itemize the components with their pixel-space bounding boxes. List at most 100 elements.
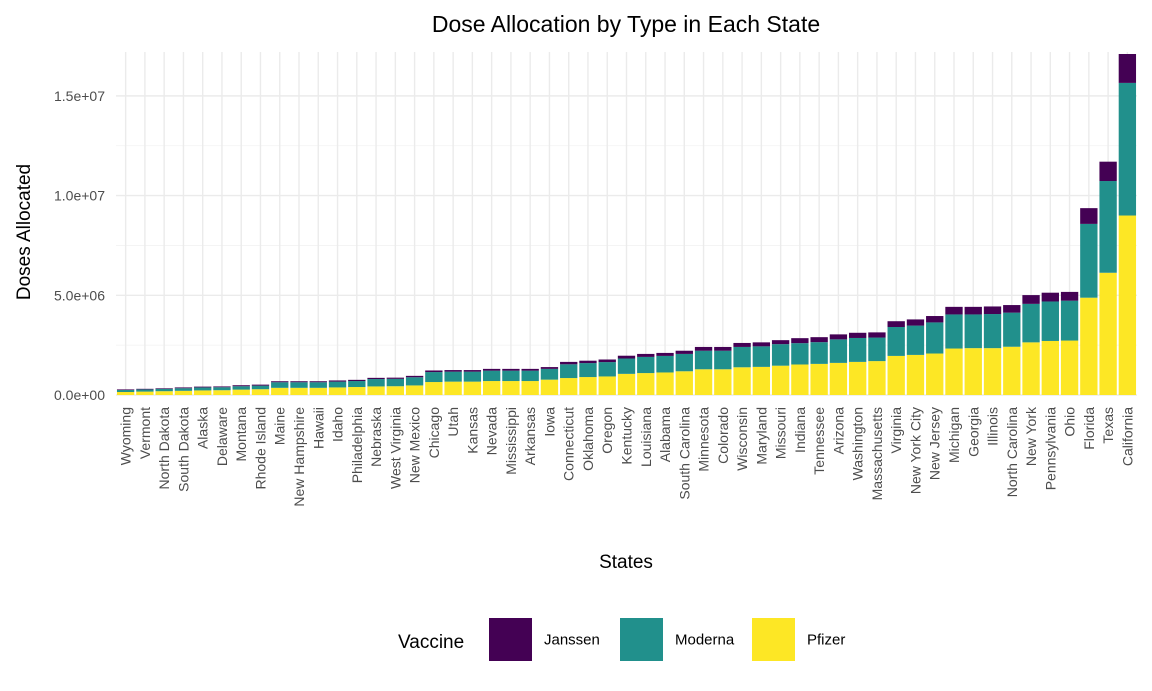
bar-moderna-south-carolina <box>675 353 693 372</box>
bar-janssen-nebraska <box>367 377 385 380</box>
bar-janssen-new-hampshire <box>290 381 308 383</box>
bar-moderna-delaware <box>213 387 231 391</box>
y-tick-label: 1.5e+07 <box>54 88 105 104</box>
x-tick-label: Delaware <box>214 407 230 466</box>
x-tick-label: Wisconsin <box>734 407 750 471</box>
bar-moderna-oregon <box>598 362 616 377</box>
bar-janssen-chicago <box>425 370 443 373</box>
bar-pfizer-chicago <box>425 382 443 395</box>
legend-key-janssen <box>489 618 532 661</box>
bar-moderna-illinois <box>983 314 1002 349</box>
bar-moderna-louisiana <box>637 356 655 374</box>
bar-moderna-texas <box>1099 181 1117 273</box>
bar-moderna-pennsylvania <box>1041 301 1059 341</box>
bar-moderna-kansas <box>463 371 482 382</box>
bar-moderna-rhode-island <box>251 385 270 390</box>
bar-pfizer-nebraska <box>367 386 385 395</box>
bar-janssen-north-carolina <box>1003 305 1021 313</box>
bar-pfizer-pennsylvania <box>1041 340 1059 395</box>
bar-moderna-iowa <box>540 368 559 380</box>
bar-pfizer-south-dakota <box>174 390 193 395</box>
x-tick-label: Vermont <box>137 407 153 459</box>
x-tick-label: West Virginia <box>387 407 403 489</box>
bar-pfizer-illinois <box>983 348 1002 395</box>
bar-janssen-delaware <box>213 386 231 388</box>
bar-janssen-mississippi <box>502 368 520 371</box>
x-tick-label: Illinois <box>985 407 1001 446</box>
bar-pfizer-indiana <box>791 364 809 395</box>
x-tick-label: Minnesota <box>696 407 712 472</box>
legend-key-pfizer <box>752 618 795 661</box>
bar-pfizer-wisconsin <box>733 367 751 395</box>
bar-pfizer-wyoming <box>116 392 135 395</box>
y-axis-title: Doses Allocated <box>14 164 35 300</box>
bar-moderna-wyoming <box>116 390 135 393</box>
bar-janssen-montana <box>232 385 250 387</box>
bar-janssen-alabama <box>656 352 674 356</box>
x-tick-label: New Jersey <box>927 407 943 480</box>
x-axis-title: States <box>599 552 653 573</box>
bar-moderna-virginia <box>887 326 905 356</box>
legend: Vaccine Janssen Moderna Pfizer <box>398 618 845 661</box>
x-tick-label: Oklahoma <box>580 407 596 471</box>
x-tick-label: Florida <box>1081 407 1097 450</box>
x-tick-label: Alaska <box>195 407 211 449</box>
legend-label-janssen: Janssen <box>544 632 600 649</box>
x-tick-label: Hawaii <box>310 407 326 449</box>
bar-janssen-philadelphia <box>348 379 366 382</box>
x-tick-label: Virginia <box>888 407 904 454</box>
bar-janssen-washington <box>849 332 867 338</box>
bar-pfizer-michigan <box>945 348 963 395</box>
bar-janssen-oregon <box>598 359 616 363</box>
bar-moderna-ohio <box>1060 300 1079 341</box>
x-tick-label: Ohio <box>1062 407 1078 437</box>
bar-pfizer-montana <box>232 389 250 395</box>
bar-pfizer-mississippi <box>502 381 520 395</box>
bar-janssen-vermont <box>136 388 154 390</box>
bar-moderna-michigan <box>945 314 963 349</box>
bar-pfizer-oregon <box>598 376 616 395</box>
bar-moderna-alaska <box>194 387 212 391</box>
bar-moderna-nevada <box>482 370 501 382</box>
bar-janssen-tennessee <box>810 337 828 343</box>
bar-janssen-alaska <box>194 386 212 388</box>
bar-janssen-connecticut <box>560 361 578 365</box>
bar-moderna-maryland <box>752 346 771 367</box>
bar-pfizer-arizona <box>829 362 848 395</box>
x-tick-label: Georgia <box>965 407 981 457</box>
bar-janssen-utah <box>444 370 462 372</box>
bar-janssen-maine <box>271 381 289 383</box>
bar-janssen-new-york-city <box>906 319 925 326</box>
x-tick-label: Utah <box>445 407 461 437</box>
bar-janssen-south-dakota <box>174 387 193 389</box>
bar-moderna-arkansas <box>521 370 539 382</box>
bar-moderna-south-dakota <box>174 388 193 391</box>
bar-moderna-vermont <box>136 389 154 392</box>
bar-moderna-montana <box>232 386 250 390</box>
bar-janssen-indiana <box>791 338 809 344</box>
bar-pfizer-tennessee <box>810 363 828 395</box>
bar-pfizer-ohio <box>1060 340 1079 395</box>
y-tick-label: 0.0e+00 <box>54 387 105 403</box>
bar-moderna-hawaii <box>309 382 327 388</box>
x-tick-label: Massachusetts <box>869 407 885 500</box>
x-tick-label: Connecticut <box>561 407 577 481</box>
bar-moderna-washington <box>849 337 867 362</box>
x-tick-label: New Hampshire <box>291 407 307 507</box>
y-tick-label: 1.0e+07 <box>54 188 105 204</box>
x-tick-label: Tennessee <box>811 407 827 475</box>
bar-moderna-arizona <box>829 339 848 363</box>
bar-janssen-minnesota <box>694 346 713 351</box>
chart-title: Dose Allocation by Type in Each State <box>432 11 820 37</box>
bar-moderna-new-jersey <box>926 322 944 354</box>
bar-moderna-new-mexico <box>405 377 424 386</box>
x-tick-label: Chicago <box>426 407 442 459</box>
bar-janssen-georgia <box>964 306 982 315</box>
bar-pfizer-oklahoma <box>579 377 597 395</box>
bar-pfizer-maine <box>271 387 289 395</box>
x-tick-label: Alabama <box>657 407 673 462</box>
x-tick-label: Kansas <box>464 407 480 454</box>
bar-pfizer-west-virginia <box>386 386 404 395</box>
bar-moderna-philadelphia <box>348 381 366 388</box>
bar-pfizer-hawaii <box>309 387 327 395</box>
